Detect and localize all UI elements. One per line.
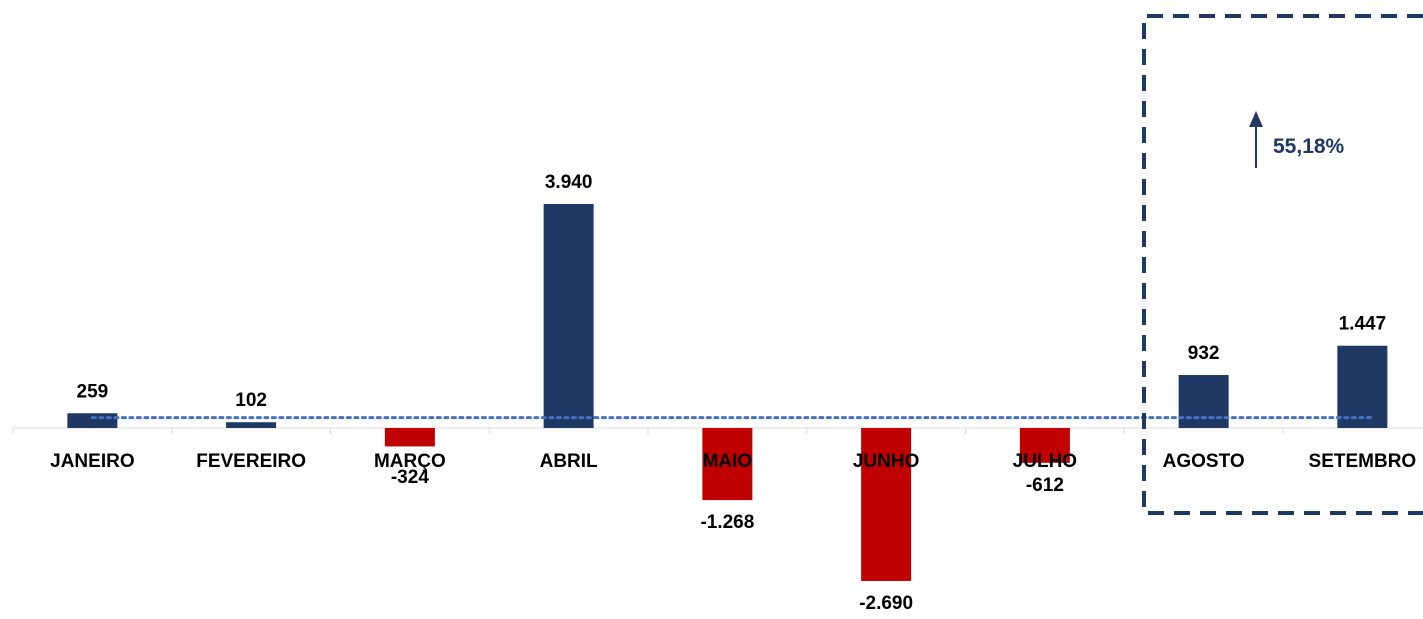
bar-julho bbox=[1019, 428, 1070, 463]
bars bbox=[67, 204, 1388, 581]
arrow-head-icon bbox=[1249, 111, 1263, 127]
category-label: JULHO bbox=[1013, 451, 1077, 472]
bar-janeiro bbox=[67, 413, 118, 428]
category-label: ABRIL bbox=[540, 451, 598, 472]
growth-percentage-label: 55,18% bbox=[1273, 135, 1345, 158]
category-label: MAIO bbox=[703, 451, 753, 472]
data-label: -1.268 bbox=[700, 512, 754, 533]
data-label: 259 bbox=[77, 381, 109, 402]
category-label: AGOSTO bbox=[1163, 451, 1245, 472]
bar-agosto bbox=[1178, 375, 1229, 428]
bar-fevereiro bbox=[226, 422, 277, 428]
highlight-dashed-box bbox=[1142, 14, 1423, 515]
bar-setembro bbox=[1337, 345, 1388, 428]
category-label: FEVEREIRO bbox=[196, 451, 306, 472]
data-label: -324 bbox=[391, 467, 429, 488]
bar-março bbox=[384, 428, 435, 447]
data-label: -2.690 bbox=[859, 593, 913, 614]
bar-junho bbox=[861, 428, 912, 581]
data-label: 102 bbox=[235, 390, 267, 411]
highlight-box: 55,18% bbox=[1142, 14, 1423, 515]
category-label: JANEIRO bbox=[50, 451, 134, 472]
data-label: -612 bbox=[1026, 475, 1064, 496]
data-label: 1.447 bbox=[1339, 314, 1387, 335]
bar-abril bbox=[543, 204, 594, 428]
category-label: MARÇO bbox=[374, 451, 446, 472]
category-label: SETEMBRO bbox=[1309, 451, 1417, 472]
data-label: 3.940 bbox=[545, 172, 593, 193]
data-label: 932 bbox=[1188, 343, 1220, 364]
category-label: JUNHO bbox=[853, 451, 920, 472]
bar-maio bbox=[702, 428, 753, 501]
